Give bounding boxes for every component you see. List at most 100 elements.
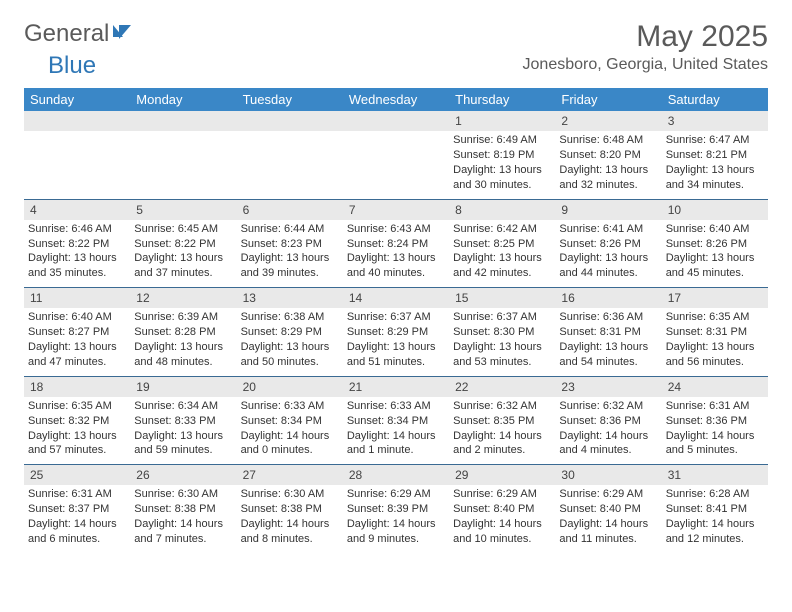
- sunrise-line: Sunrise: 6:32 AM: [559, 399, 657, 414]
- day-number: 21: [343, 377, 449, 397]
- sunrise-line: Sunrise: 6:48 AM: [559, 133, 657, 148]
- weekday-header: Tuesday: [237, 88, 343, 111]
- daylight-line: Daylight: 13 hours and 39 minutes.: [241, 251, 339, 281]
- sunset-line: Sunset: 8:26 PM: [559, 237, 657, 252]
- sunrise-line: Sunrise: 6:35 AM: [666, 310, 764, 325]
- daylight-line: Daylight: 13 hours and 54 minutes.: [559, 340, 657, 370]
- daylight-line: Daylight: 13 hours and 48 minutes.: [134, 340, 232, 370]
- day-number: 10: [662, 200, 768, 220]
- calendar-day: 24 Sunrise: 6:31 AMSunset: 8:36 PMDayligh…: [662, 377, 768, 465]
- day-number: 4: [24, 200, 130, 220]
- sunrise-line: Sunrise: 6:31 AM: [28, 487, 126, 502]
- day-number: 23: [555, 377, 661, 397]
- daylight-line: Daylight: 14 hours and 5 minutes.: [666, 429, 764, 459]
- calendar-day: 30Sunrise: 6:29 AMSunset: 8:40 PMDayligh…: [555, 465, 661, 553]
- calendar-week: 11Sunrise: 6:40 AMSunset: 8:27 PMDayligh…: [24, 288, 768, 377]
- calendar-day: 2Sunrise: 6:48 AMSunset: 8:20 PMDaylight…: [555, 111, 661, 199]
- sunrise-line: Sunrise: 6:29 AM: [559, 487, 657, 502]
- logo-text-2: Blue: [48, 52, 96, 79]
- sunrise-line: Sunrise: 6:29 AM: [347, 487, 445, 502]
- calendar-day: 4Sunrise: 6:46 AMSunset: 8:22 PMDaylight…: [24, 200, 130, 288]
- day-number: 9: [555, 200, 661, 220]
- sunset-line: Sunset: 8:27 PM: [28, 325, 126, 340]
- sunset-line: Sunset: 8:31 PM: [559, 325, 657, 340]
- daylight-line: Daylight: 14 hours and 9 minutes.: [347, 517, 445, 547]
- sunrise-line: Sunrise: 6:37 AM: [453, 310, 551, 325]
- sunrise-line: Sunrise: 6:37 AM: [347, 310, 445, 325]
- sunset-line: Sunset: 8:28 PM: [134, 325, 232, 340]
- weekday-header: Saturday: [662, 88, 768, 111]
- sunset-line: Sunset: 8:38 PM: [134, 502, 232, 517]
- weekday-header: Thursday: [449, 88, 555, 111]
- sunrise-line: Sunrise: 6:32 AM: [453, 399, 551, 414]
- triangle-icon: [109, 20, 135, 48]
- day-number: 7: [343, 200, 449, 220]
- calendar-day: 11Sunrise: 6:40 AMSunset: 8:27 PMDayligh…: [24, 288, 130, 376]
- sunset-line: Sunset: 8:30 PM: [453, 325, 551, 340]
- sunrise-line: Sunrise: 6:30 AM: [241, 487, 339, 502]
- daylight-line: Daylight: 13 hours and 57 minutes.: [28, 429, 126, 459]
- day-number: 28: [343, 465, 449, 485]
- calendar-day: 17Sunrise: 6:35 AMSunset: 8:31 PMDayligh…: [662, 288, 768, 376]
- sunset-line: Sunset: 8:36 PM: [666, 414, 764, 429]
- month-title: May 2025: [523, 20, 768, 54]
- daylight-line: Daylight: 14 hours and 7 minutes.: [134, 517, 232, 547]
- day-number: 24: [662, 377, 768, 397]
- calendar-day: 22Sunrise: 6:32 AMSunset: 8:35 PMDayligh…: [449, 377, 555, 465]
- daylight-line: Daylight: 13 hours and 32 minutes.: [559, 163, 657, 193]
- sunrise-line: Sunrise: 6:33 AM: [241, 399, 339, 414]
- sunset-line: Sunset: 8:39 PM: [347, 502, 445, 517]
- sunrise-line: Sunrise: 6:39 AM: [134, 310, 232, 325]
- sunset-line: Sunset: 8:31 PM: [666, 325, 764, 340]
- day-number: 20: [237, 377, 343, 397]
- day-number: 15: [449, 288, 555, 308]
- sunrise-line: Sunrise: 6:42 AM: [453, 222, 551, 237]
- daylight-line: Daylight: 14 hours and 11 minutes.: [559, 517, 657, 547]
- daylight-line: Daylight: 13 hours and 35 minutes.: [28, 251, 126, 281]
- daylight-line: Daylight: 13 hours and 30 minutes.: [453, 163, 551, 193]
- sunrise-line: Sunrise: 6:31 AM: [666, 399, 764, 414]
- sunset-line: Sunset: 8:20 PM: [559, 148, 657, 163]
- day-number: 17: [662, 288, 768, 308]
- sunset-line: Sunset: 8:29 PM: [241, 325, 339, 340]
- calendar-day: 29Sunrise: 6:29 AMSunset: 8:40 PMDayligh…: [449, 465, 555, 553]
- sunrise-line: Sunrise: 6:46 AM: [28, 222, 126, 237]
- day-number: 1: [449, 111, 555, 131]
- sunset-line: Sunset: 8:26 PM: [666, 237, 764, 252]
- calendar-week: 25Sunrise: 6:31 AMSunset: 8:37 PMDayligh…: [24, 465, 768, 553]
- daylight-line: Daylight: 14 hours and 4 minutes.: [559, 429, 657, 459]
- daylight-line: Daylight: 13 hours and 51 minutes.: [347, 340, 445, 370]
- sunset-line: Sunset: 8:22 PM: [134, 237, 232, 252]
- weekday-header: Wednesday: [343, 88, 449, 111]
- location-subtitle: Jonesboro, Georgia, United States: [523, 56, 768, 74]
- calendar-week: 18Sunrise: 6:35 AMSunset: 8:32 PMDayligh…: [24, 377, 768, 466]
- day-number: 18: [24, 377, 130, 397]
- day-number: 30: [555, 465, 661, 485]
- calendar-day: 15Sunrise: 6:37 AMSunset: 8:30 PMDayligh…: [449, 288, 555, 376]
- sunset-line: Sunset: 8:37 PM: [28, 502, 126, 517]
- day-number: 3: [662, 111, 768, 131]
- day-number: 27: [237, 465, 343, 485]
- daylight-line: Daylight: 14 hours and 10 minutes.: [453, 517, 551, 547]
- weekday-header: Friday: [555, 88, 661, 111]
- daylight-line: Daylight: 13 hours and 42 minutes.: [453, 251, 551, 281]
- sunrise-line: Sunrise: 6:29 AM: [453, 487, 551, 502]
- sunrise-line: Sunrise: 6:28 AM: [666, 487, 764, 502]
- sunset-line: Sunset: 8:25 PM: [453, 237, 551, 252]
- sunset-line: Sunset: 8:23 PM: [241, 237, 339, 252]
- weekday-header-row: Sunday Monday Tuesday Wednesday Thursday…: [24, 88, 768, 111]
- day-number: 14: [343, 288, 449, 308]
- daylight-line: Daylight: 14 hours and 6 minutes.: [28, 517, 126, 547]
- daylight-line: Daylight: 14 hours and 0 minutes.: [241, 429, 339, 459]
- sunset-line: Sunset: 8:19 PM: [453, 148, 551, 163]
- calendar-day: 31Sunrise: 6:28 AMSunset: 8:41 PMDayligh…: [662, 465, 768, 553]
- logo: General: [24, 20, 135, 48]
- daylight-line: Daylight: 13 hours and 47 minutes.: [28, 340, 126, 370]
- daylight-line: Daylight: 13 hours and 50 minutes.: [241, 340, 339, 370]
- sunrise-line: Sunrise: 6:41 AM: [559, 222, 657, 237]
- sunrise-line: Sunrise: 6:44 AM: [241, 222, 339, 237]
- calendar-day: 25Sunrise: 6:31 AMSunset: 8:37 PMDayligh…: [24, 465, 130, 553]
- calendar-day: [24, 111, 130, 199]
- sunrise-line: Sunrise: 6:33 AM: [347, 399, 445, 414]
- logo-text-1: General: [24, 20, 109, 48]
